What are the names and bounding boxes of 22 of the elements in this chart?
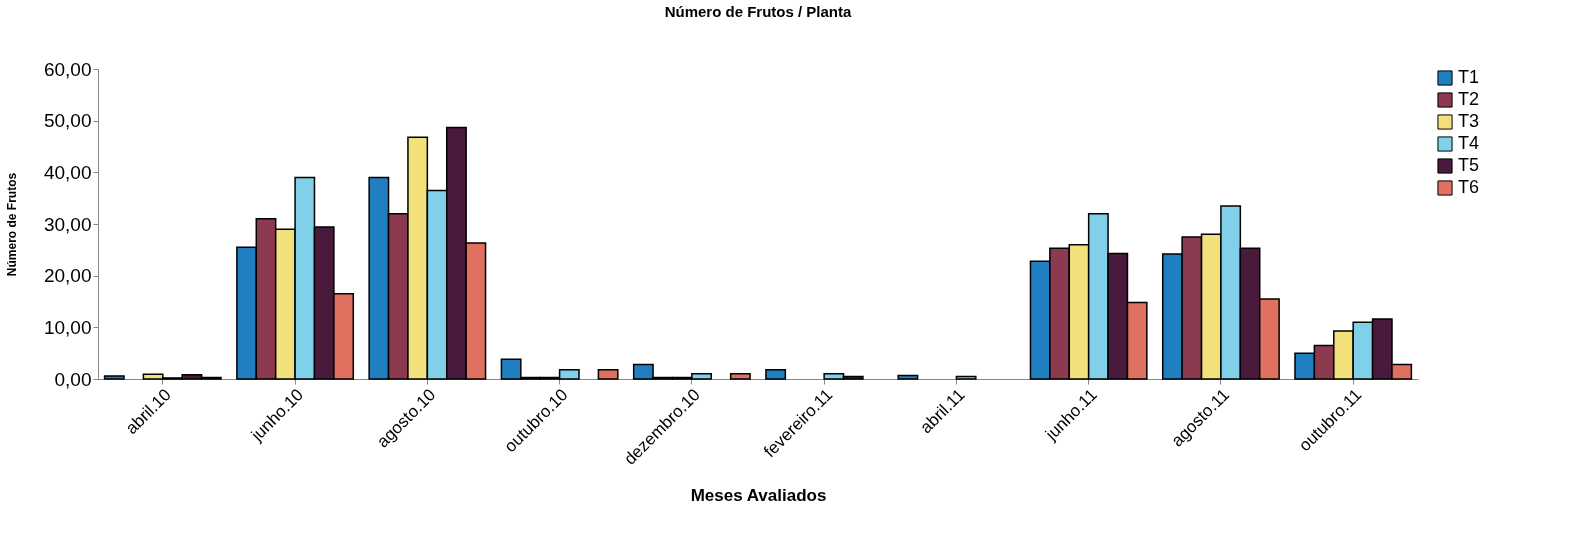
bar <box>765 368 787 380</box>
legend-label: T2 <box>1458 89 1480 109</box>
bar <box>729 373 751 380</box>
x-axis-title: Meses Avaliados <box>690 485 827 505</box>
y-tick-label: 20,00 <box>43 265 92 287</box>
bar <box>955 375 977 380</box>
y-tick-label: 60,00 <box>43 58 92 80</box>
y-tick-label: 0,00 <box>54 368 92 390</box>
legend-label: T4 <box>1458 133 1480 153</box>
bar <box>597 368 619 380</box>
y-tick-label: 40,00 <box>43 161 92 183</box>
y-tick-label: 10,00 <box>43 316 92 338</box>
legend-label: T1 <box>1458 67 1480 87</box>
bar <box>897 374 919 380</box>
y-tick-label: 50,00 <box>43 110 92 132</box>
chart-title: Número de Frutos / Planta <box>664 3 852 20</box>
y-axis-title: Número de Frutos <box>4 172 19 277</box>
legend-label: T5 <box>1458 155 1480 175</box>
bar <box>103 375 125 380</box>
legend-label: T6 <box>1458 177 1480 197</box>
legend-label: T3 <box>1458 111 1480 131</box>
y-tick-label: 30,00 <box>43 213 92 235</box>
